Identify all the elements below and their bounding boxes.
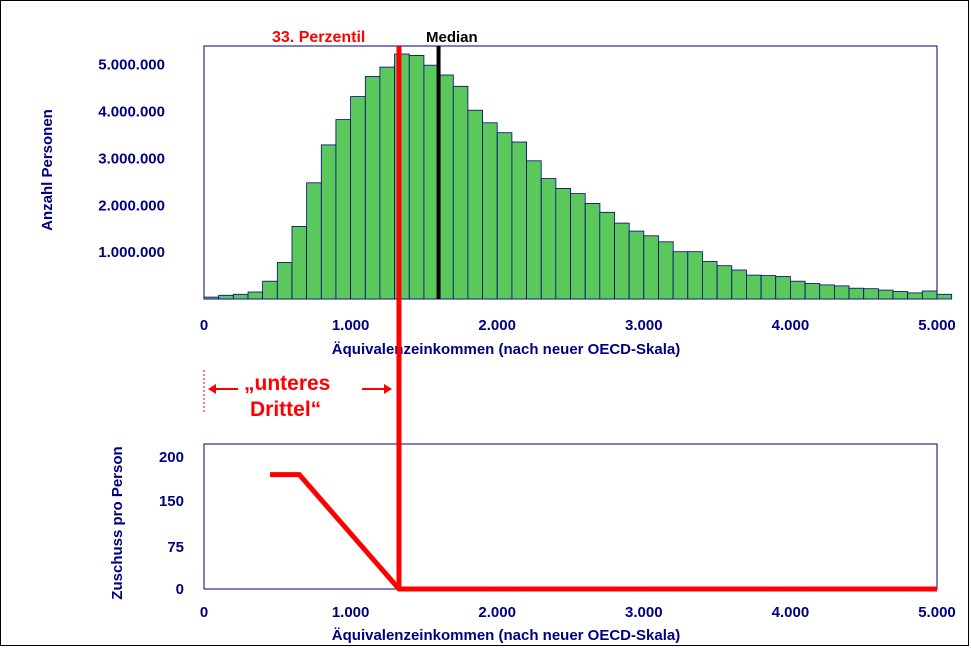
subsidy-y-tick-label: 200 [159,449,184,466]
histogram-bar [672,251,689,300]
subsidy-x-axis-label: Äquivalenzeinkommen (nach neuer OECD-Ska… [332,627,680,644]
histogram-bar [291,225,308,300]
histogram-bar [907,292,923,300]
histogram-x-tick-label: 0 [200,317,208,334]
histogram-bar [628,230,645,300]
histogram-bar [804,283,821,300]
histogram-bar [790,280,806,300]
histogram-y-ticks: 1.000.000 2.000.000 3.000.000 4.000.000 5.00… [98,57,165,261]
histogram-bar [496,132,513,300]
lower-third-annotation: „unteres Drittel“ [203,370,392,421]
histogram-bar [526,160,542,300]
histogram-x-tick-label: 4.000 [772,317,810,334]
histogram-bar [863,288,879,300]
histogram-bar [716,265,733,300]
lower-third-line1: „unteres [244,372,330,395]
subsidy-x-ticks: 0 1.000 2.000 3.000 4.000 5.000 [200,604,956,621]
histogram-bar [584,202,601,300]
histogram-bar [379,66,395,300]
histogram-bar [760,275,777,300]
subsidy-x-tick-label: 1.000 [332,604,370,621]
histogram-bar [335,119,351,300]
subsidy-chart: 0 75 150 200 0 1.000 2.000 3.000 4.000 5.000 Zus… [109,443,956,644]
histogram-bar [276,262,293,300]
histogram-y-tick-label: 3.000.000 [98,150,165,167]
subsidy-y-tick-label: 0 [176,581,184,598]
histogram-bar [848,287,865,300]
histogram-bar [599,211,615,300]
histogram-x-tick-label: 3.000 [625,317,663,334]
histogram-bar [364,76,381,300]
histogram-bar [306,182,322,300]
histogram-bar [834,285,850,300]
percentile-label: 33. Perzentil [272,29,365,46]
histogram-bar [438,74,454,300]
histogram-bars [203,53,953,300]
histogram-bar [746,274,762,300]
histogram-y-tick-label: 4.000.000 [98,104,165,121]
subsidy-plot-area [203,443,938,590]
right-arrowhead-icon [384,384,392,394]
subsidy-x-tick-label: 3.000 [625,604,663,621]
histogram-y-tick-label: 2.000.000 [98,197,165,214]
histogram-bar [467,109,483,300]
histogram-bar [262,280,278,300]
subsidy-line [270,472,937,592]
histogram-bar [408,55,425,300]
histogram-bar [452,85,469,300]
subsidy-y-ticks: 0 75 150 200 [159,449,184,598]
subsidy-y-tick-label: 75 [167,539,184,556]
histogram-bar [936,293,953,300]
subsidy-x-tick-label: 0 [200,604,208,621]
histogram-y-axis-label: Anzahl Personen [39,109,56,231]
histogram-bar [702,261,718,300]
histogram-bar [482,122,498,300]
histogram-x-tick-label: 5.000 [918,317,956,334]
histogram-bar [658,241,674,300]
histogram-bar [892,291,909,300]
histogram-x-tick-label: 1.000 [332,317,370,334]
histogram-x-tick-label: 2.000 [478,317,516,334]
lower-third-line2: Drittel“ [250,398,321,421]
histogram-bar [878,289,894,300]
histogram-bar [731,269,747,300]
histogram-bar [570,193,586,300]
histogram-bar [921,290,938,300]
histogram-bar [247,291,264,300]
histogram-bar [203,296,220,300]
median-label: Median [426,29,478,46]
histogram-y-tick-label: 1.000.000 [98,244,165,261]
histogram-bar [511,141,527,300]
subsidy-x-tick-label: 5.000 [918,604,956,621]
subsidy-x-tick-label: 2.000 [478,604,516,621]
histogram-bar [218,294,234,300]
histogram-bar [643,235,659,300]
histogram-y-tick-label: 5.000.000 [98,57,165,74]
histogram-bar [540,178,557,300]
histogram-bar [555,187,571,300]
histogram-bar [819,284,835,300]
histogram-bar [350,96,366,300]
subsidy-y-axis-label: Zuschuss pro Person [109,446,126,599]
histogram-bar [320,144,337,300]
histogram-bar [232,293,249,300]
histogram-bar [687,251,703,300]
histogram-bar [614,222,630,300]
subsidy-y-tick-label: 150 [159,493,184,510]
histogram-bar [423,64,439,300]
histogram-x-axis-label: Äquivalenzeinkommen (nach neuer OECD-Ska… [332,341,680,358]
left-arrowhead-icon [208,384,216,394]
subsidy-x-tick-label: 4.000 [772,604,810,621]
histogram-x-ticks: 0 1.000 2.000 3.000 4.000 5.000 [200,317,956,334]
histogram-chart: 1.000.000 2.000.000 3.000.000 4.000.000 5.00… [39,29,956,358]
histogram-bar [775,276,791,300]
